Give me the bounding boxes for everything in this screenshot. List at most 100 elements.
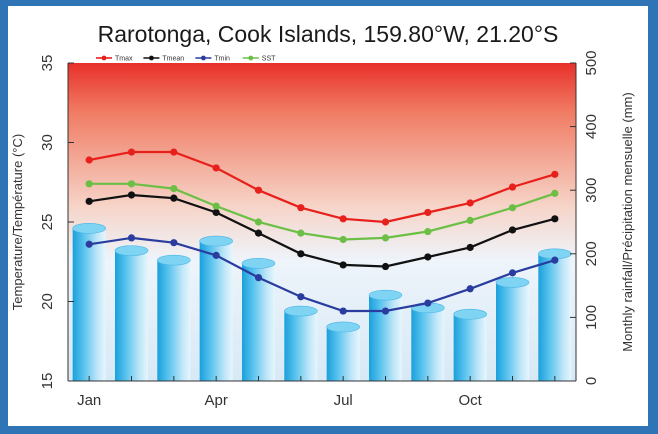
legend-label: SST: [262, 56, 276, 63]
series-point-tmin: [297, 293, 305, 301]
series-point-tmax: [85, 156, 93, 164]
left-axis-label: Temperature/Température (°C): [10, 134, 25, 310]
legend: Tmax Tmean Tmin SST: [96, 56, 276, 63]
series-point-tmean: [170, 194, 178, 202]
rainfall-bar: [199, 235, 233, 381]
series-point-sst: [127, 180, 136, 188]
legend-entry: Tmax: [96, 56, 133, 63]
series-point-tmax: [170, 148, 178, 156]
series-point-tmean: [551, 215, 559, 223]
rainfall-bar-top: [453, 308, 487, 320]
x-tick-label: Jul: [334, 392, 353, 409]
series-point-tmean: [85, 197, 93, 205]
rainfall-bar-body: [453, 314, 487, 381]
rainfall-bar-top: [114, 245, 149, 256]
series-point-tmax: [381, 218, 390, 226]
series-point-sst: [254, 218, 263, 226]
series-point-tmean: [127, 191, 136, 199]
series-point-sst: [339, 235, 347, 244]
series-point-tmax: [254, 186, 263, 194]
axes: 15 20 25 30 35 0 100 200 300 400 500 Jan Apr Jul Oct: [39, 50, 600, 409]
legend-swatch-dot: [248, 55, 254, 61]
legend-entry: Tmean: [143, 56, 184, 63]
right-tick-label: 0: [583, 377, 600, 385]
rainfall-bar-top: [368, 289, 403, 301]
rainfall-bar: [72, 223, 106, 381]
left-tick-label: 15: [39, 373, 56, 390]
series-point-sst: [381, 234, 390, 242]
rainfall-bar-body: [114, 250, 149, 381]
left-tick-label: 20: [39, 293, 56, 310]
series-point-sst: [85, 180, 93, 188]
rainfall-bar-top: [495, 277, 530, 288]
series-point-tmax: [339, 215, 347, 223]
series-point-tmax: [127, 148, 136, 156]
rainfall-bar: [157, 254, 191, 381]
series-point-tmean: [297, 250, 305, 258]
rainfall-bar-top: [199, 235, 233, 247]
series-point-tmean: [339, 261, 347, 269]
temperature-lines: [85, 148, 559, 315]
series-point-sst: [424, 227, 432, 236]
series-point-tmax: [424, 208, 432, 217]
climate-chart: Rarotonga, Cook Islands, 159.80°W, 21.20…: [10, 21, 635, 409]
right-tick-label: 400: [583, 114, 600, 139]
rainfall-bar-body: [411, 307, 445, 381]
chart-panel: Rarotonga, Cook Islands, 159.80°W, 21.20…: [8, 6, 648, 426]
right-tick-label: 300: [583, 178, 600, 203]
series-point-tmin: [381, 307, 390, 315]
rainfall-bar: [453, 308, 487, 381]
x-tick-label: Apr: [204, 392, 227, 409]
rainfall-bar-top: [157, 254, 191, 266]
series-point-tmax: [212, 164, 220, 172]
rainfall-bar-top: [241, 258, 276, 269]
plot-background: [68, 63, 576, 381]
rainfall-bar: [114, 245, 149, 381]
series-point-tmax: [466, 199, 474, 207]
rainfall-bar-body: [72, 228, 106, 381]
legend-label: Tmean: [162, 56, 184, 63]
rainfall-bar-body: [199, 241, 233, 381]
series-point-tmax: [508, 183, 517, 191]
rainfall-bar: [495, 277, 530, 381]
series-line-tmax: [88, 150, 556, 224]
series-line-sst: [89, 182, 556, 241]
right-axis-label: Monthly rainfall/Précipitation mensuelle…: [620, 92, 635, 351]
left-tick-label: 25: [39, 214, 56, 231]
series-point-tmin: [127, 234, 136, 242]
series-point-sst: [551, 189, 559, 197]
left-tick-label: 35: [39, 55, 56, 72]
series-point-tmin: [466, 285, 474, 293]
chart-title: Rarotonga, Cook Islands, 159.80°W, 21.20…: [98, 21, 559, 47]
legend-entry: SST: [242, 55, 276, 63]
series-point-tmean: [508, 226, 517, 234]
series-point-tmin: [424, 299, 432, 307]
series-point-tmin: [170, 239, 178, 247]
series-point-tmin: [212, 251, 220, 259]
rainfall-bar: [538, 248, 572, 381]
rainfall-bar-body: [495, 282, 530, 381]
series-point-tmean: [381, 262, 390, 271]
rainfall-bars: [72, 223, 572, 381]
right-tick-label: 500: [583, 50, 600, 75]
series-point-tmin: [254, 274, 263, 282]
series-point-sst: [297, 229, 305, 237]
rainfall-bar-body: [538, 253, 572, 381]
series-point-tmin: [551, 256, 559, 264]
rainfall-bar: [326, 321, 360, 381]
series-point-tmean: [466, 243, 474, 252]
legend-label: Tmax: [115, 56, 133, 63]
rainfall-bar-body: [326, 326, 360, 381]
rainfall-bar: [411, 302, 445, 381]
legend-swatch-dot: [201, 55, 206, 61]
rainfall-bar-top: [326, 321, 360, 333]
rainfall-bar-body: [284, 311, 318, 381]
series-point-tmin: [339, 307, 347, 315]
series-point-tmean: [424, 253, 432, 261]
right-tick-label: 200: [583, 241, 600, 266]
x-tick-label: Oct: [458, 392, 482, 409]
rainfall-bar-body: [157, 260, 191, 381]
legend-label: Tmin: [214, 56, 230, 63]
series-point-sst: [466, 216, 474, 225]
